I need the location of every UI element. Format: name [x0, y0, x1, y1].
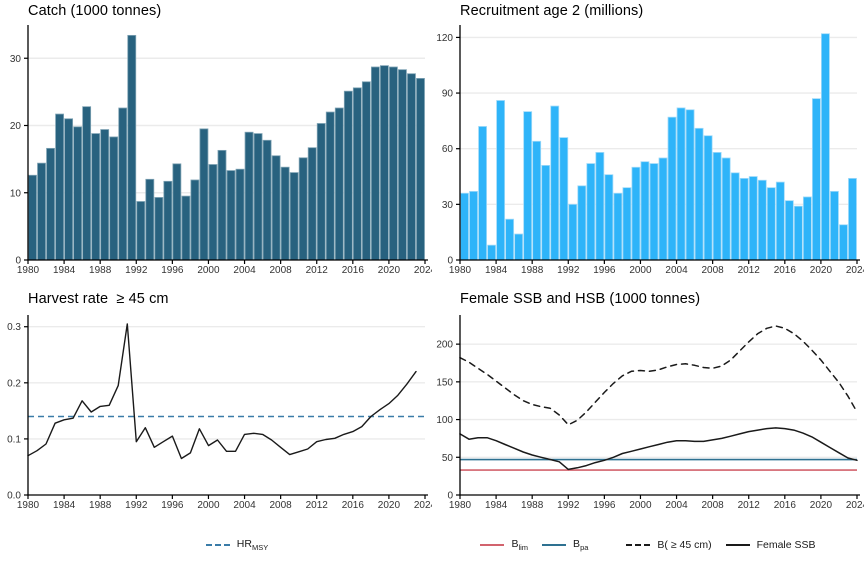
b45-dashed-line-swatch: [626, 544, 651, 546]
catch-bar-chart: 0 10 20 30 1980 1984 1988 1992 1996 2000 2004 2008 2…: [10, 25, 432, 276]
svg-text:100: 100: [436, 415, 453, 426]
svg-text:1980: 1980: [449, 265, 472, 276]
svg-text:120: 120: [436, 33, 453, 44]
svg-text:2008: 2008: [702, 500, 725, 511]
ssb-panel: Female SSB and HSB (1000 tonnes) 0 50 100 1…: [432, 288, 864, 576]
legend-item-bpa: Bpa: [542, 538, 588, 552]
svg-text:1984: 1984: [53, 500, 76, 511]
svg-text:0: 0: [447, 491, 453, 502]
svg-text:30: 30: [442, 200, 454, 211]
female-ssb-line-swatch: [725, 544, 750, 546]
svg-text:2008: 2008: [270, 500, 293, 511]
bpa-line-swatch: [542, 544, 567, 546]
svg-text:2012: 2012: [738, 500, 761, 511]
blim-line-swatch: [480, 544, 505, 546]
svg-text:90: 90: [442, 89, 454, 100]
catch-panel: Catch (1000 tonnes) 0 10 20 30 1980 1984 1988 1…: [0, 0, 432, 288]
svg-text:2004: 2004: [665, 500, 688, 511]
svg-text:0.3: 0.3: [7, 322, 21, 333]
svg-text:10: 10: [10, 188, 22, 199]
svg-text:2008: 2008: [270, 265, 293, 276]
ssb-title: Female SSB and HSB (1000 tonnes): [460, 291, 701, 307]
svg-text:1992: 1992: [125, 265, 148, 276]
svg-text:0.1: 0.1: [7, 434, 21, 445]
svg-text:60: 60: [442, 144, 454, 155]
svg-text:0: 0: [15, 256, 21, 267]
svg-text:2024: 2024: [414, 265, 432, 276]
svg-text:2024: 2024: [846, 265, 864, 276]
ssb-legend: Blim Bpa B( ≥ 45 cm) Female SSB: [432, 534, 864, 556]
harvest-rate-title: Harvest rate ≥ 45 cm: [28, 291, 169, 307]
recruitment-panel: Recruitment age 2 (millions) 0 30 60 90 120 1…: [432, 0, 864, 288]
svg-text:2012: 2012: [738, 265, 761, 276]
svg-text:0: 0: [447, 256, 453, 267]
svg-text:1980: 1980: [17, 500, 40, 511]
svg-text:2020: 2020: [810, 500, 833, 511]
svg-text:2016: 2016: [342, 500, 365, 511]
harvest-rate-panel: Harvest rate ≥ 45 cm 0.0 0.1 0.2 0.3 1980 198…: [0, 288, 432, 576]
svg-text:2024: 2024: [846, 500, 864, 511]
legend-item-b45: B( ≥ 45 cm): [626, 539, 712, 551]
svg-text:2024: 2024: [414, 500, 432, 511]
legend-label-blim: Blim: [511, 537, 529, 553]
svg-text:2000: 2000: [629, 265, 652, 276]
svg-text:1996: 1996: [161, 265, 184, 276]
svg-text:30: 30: [10, 54, 22, 65]
svg-text:2004: 2004: [665, 265, 688, 276]
harvest-rate-line-chart: 0.0 0.1 0.2 0.3 1980 1984 1988 1992 1996 2000 2004…: [7, 315, 432, 511]
recruitment-bar-chart: 0 30 60 90 120 1980 1984 1988 1992 1996 2000 2004 20…: [436, 25, 864, 276]
svg-text:1996: 1996: [593, 265, 616, 276]
catch-title: Catch (1000 tonnes): [28, 3, 162, 19]
svg-text:1980: 1980: [17, 265, 40, 276]
svg-text:2020: 2020: [378, 265, 401, 276]
legend-item-hrmsy: HRMSY: [205, 537, 269, 553]
svg-text:1988: 1988: [89, 265, 112, 276]
svg-text:1988: 1988: [521, 265, 544, 276]
svg-text:1984: 1984: [53, 265, 76, 276]
svg-text:20: 20: [10, 121, 22, 132]
legend-item-blim: Blim: [480, 538, 528, 552]
recruitment-title: Recruitment age 2 (millions): [460, 3, 644, 19]
svg-text:0.0: 0.0: [7, 491, 21, 502]
svg-text:200: 200: [436, 340, 453, 351]
svg-text:150: 150: [436, 377, 453, 388]
legend-label-hrmsy: HRMSY: [236, 537, 269, 553]
svg-text:1988: 1988: [89, 500, 112, 511]
svg-text:1996: 1996: [161, 500, 184, 511]
svg-text:50: 50: [442, 453, 454, 464]
svg-text:2000: 2000: [197, 500, 220, 511]
svg-text:2012: 2012: [306, 500, 329, 511]
ssb-line-chart: 0 50 100 150 200 1980 1984 1988 1992 1996 2000 2004…: [436, 315, 864, 511]
legend-item-female-ssb: Female SSB: [725, 539, 816, 551]
legend-label-b45: B( ≥ 45 cm): [657, 539, 712, 551]
svg-text:1996: 1996: [593, 500, 616, 511]
svg-text:2016: 2016: [774, 500, 797, 511]
legend-label-bpa: Bpa: [573, 537, 589, 553]
svg-text:1984: 1984: [485, 265, 508, 276]
hrmsy-dashed-line-swatch: [205, 544, 230, 546]
svg-text:1992: 1992: [125, 500, 148, 511]
svg-text:2008: 2008: [702, 265, 725, 276]
svg-text:2016: 2016: [342, 265, 365, 276]
svg-text:1992: 1992: [557, 265, 580, 276]
harvest-rate-legend: HRMSY: [0, 534, 432, 556]
svg-text:2000: 2000: [629, 500, 652, 511]
legend-label-female-ssb: Female SSB: [756, 539, 816, 551]
svg-text:2004: 2004: [233, 500, 256, 511]
svg-text:2004: 2004: [233, 265, 256, 276]
svg-text:0.2: 0.2: [7, 378, 21, 389]
svg-text:2000: 2000: [197, 265, 220, 276]
svg-text:1984: 1984: [485, 500, 508, 511]
svg-text:2012: 2012: [306, 265, 329, 276]
svg-text:2020: 2020: [378, 500, 401, 511]
svg-text:2020: 2020: [810, 265, 833, 276]
svg-text:1988: 1988: [521, 500, 544, 511]
svg-text:1992: 1992: [557, 500, 580, 511]
svg-text:1980: 1980: [449, 500, 472, 511]
svg-text:2016: 2016: [774, 265, 797, 276]
